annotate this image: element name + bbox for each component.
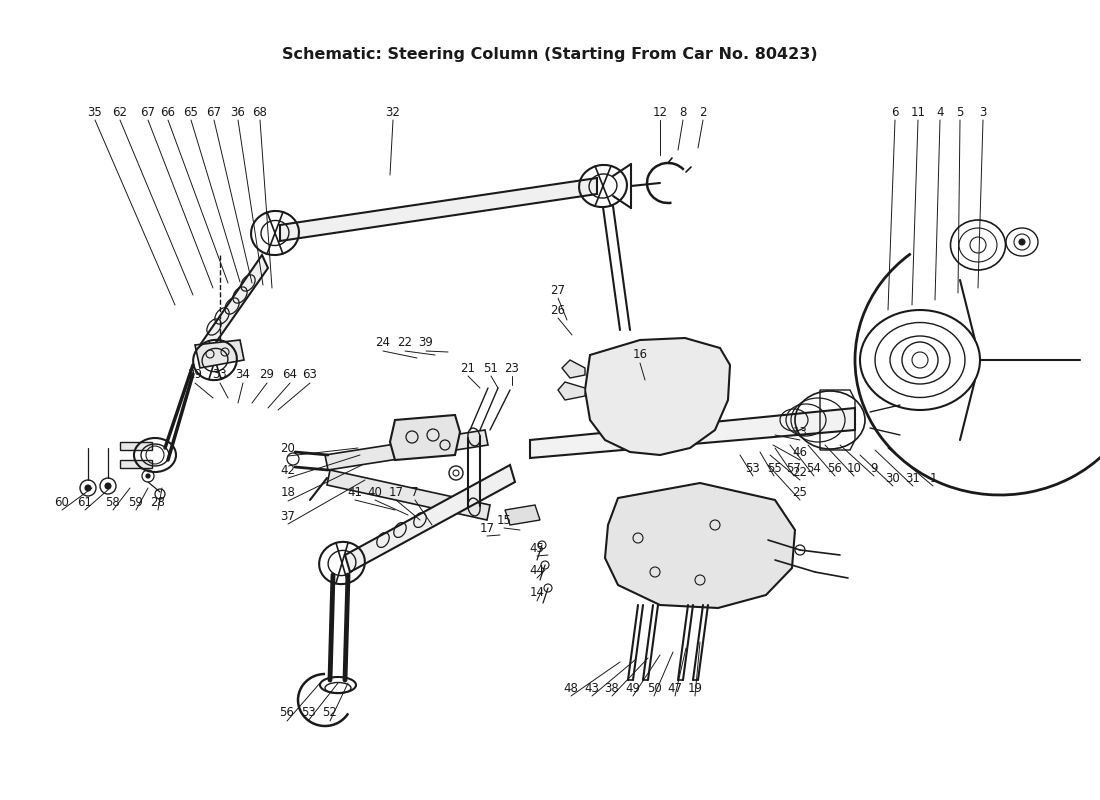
Text: 46: 46 [792, 446, 807, 458]
Polygon shape [120, 442, 152, 450]
Polygon shape [345, 465, 515, 572]
Circle shape [146, 474, 150, 478]
Text: 36: 36 [231, 106, 245, 118]
Text: 38: 38 [605, 682, 619, 694]
Text: 67: 67 [141, 106, 155, 118]
Text: 35: 35 [88, 106, 102, 118]
Circle shape [1019, 239, 1025, 245]
Text: 10: 10 [847, 462, 861, 474]
Text: 1: 1 [930, 471, 937, 485]
Text: 22: 22 [792, 466, 807, 478]
Text: 41: 41 [348, 486, 363, 498]
Text: 66: 66 [161, 106, 176, 118]
Text: 58: 58 [106, 495, 120, 509]
Text: 49: 49 [626, 682, 640, 694]
Text: 39: 39 [419, 337, 433, 350]
Text: 3: 3 [979, 106, 987, 118]
Text: 33: 33 [212, 369, 228, 382]
Text: 34: 34 [235, 369, 251, 382]
Text: 7: 7 [411, 486, 419, 498]
Text: 68: 68 [253, 106, 267, 118]
Text: 30: 30 [886, 471, 901, 485]
Text: 51: 51 [484, 362, 498, 374]
Text: 48: 48 [563, 682, 579, 694]
Text: 11: 11 [911, 106, 925, 118]
Text: 8: 8 [680, 106, 686, 118]
Text: 37: 37 [280, 510, 296, 522]
Polygon shape [562, 360, 585, 378]
Text: 16: 16 [632, 349, 648, 362]
Text: 13: 13 [793, 426, 807, 438]
Text: 54: 54 [806, 462, 822, 474]
Polygon shape [327, 470, 490, 520]
Text: 57: 57 [786, 462, 802, 474]
Text: 64: 64 [283, 369, 297, 382]
Text: 5: 5 [956, 106, 964, 118]
Text: 55: 55 [767, 462, 781, 474]
Text: 6: 6 [891, 106, 899, 118]
Text: 24: 24 [375, 337, 390, 350]
Text: 2: 2 [700, 106, 706, 118]
Polygon shape [390, 415, 460, 460]
Text: 15: 15 [496, 514, 512, 526]
Text: 29: 29 [187, 369, 202, 382]
Text: 47: 47 [668, 682, 682, 694]
Text: 45: 45 [529, 542, 544, 554]
Text: 56: 56 [827, 462, 843, 474]
Text: 52: 52 [322, 706, 338, 719]
Text: 40: 40 [367, 486, 383, 498]
Text: 53: 53 [746, 462, 760, 474]
Text: 32: 32 [386, 106, 400, 118]
Text: 42: 42 [280, 463, 296, 477]
Text: 12: 12 [652, 106, 668, 118]
Polygon shape [280, 178, 597, 241]
Text: 29: 29 [260, 369, 275, 382]
Polygon shape [195, 340, 244, 368]
Text: 28: 28 [151, 495, 165, 509]
Polygon shape [605, 483, 795, 608]
Text: 61: 61 [77, 495, 92, 509]
Text: 23: 23 [505, 362, 519, 374]
Polygon shape [200, 255, 268, 358]
Circle shape [104, 483, 111, 489]
Text: 63: 63 [302, 369, 318, 382]
Text: 43: 43 [584, 682, 600, 694]
Text: Schematic: Steering Column (Starting From Car No. 80423): Schematic: Steering Column (Starting Fro… [283, 47, 817, 62]
Text: 53: 53 [300, 706, 316, 719]
Text: 50: 50 [647, 682, 661, 694]
Text: 59: 59 [129, 495, 143, 509]
Text: 4: 4 [936, 106, 944, 118]
Text: 44: 44 [529, 563, 544, 577]
Polygon shape [324, 430, 488, 470]
Text: 26: 26 [550, 303, 565, 317]
Polygon shape [558, 382, 585, 400]
Text: 65: 65 [184, 106, 198, 118]
Text: 21: 21 [461, 362, 475, 374]
Polygon shape [505, 505, 540, 525]
Text: 31: 31 [905, 471, 921, 485]
Polygon shape [585, 338, 730, 455]
Circle shape [85, 485, 91, 491]
Text: 19: 19 [688, 682, 703, 694]
Text: 25: 25 [793, 486, 807, 498]
Text: 17: 17 [480, 522, 495, 534]
Text: 18: 18 [280, 486, 296, 499]
Text: 14: 14 [529, 586, 544, 599]
Polygon shape [120, 460, 152, 468]
Text: 17: 17 [388, 486, 404, 498]
Text: 27: 27 [550, 283, 565, 297]
Polygon shape [530, 408, 855, 458]
Text: 60: 60 [55, 495, 69, 509]
Text: 67: 67 [207, 106, 221, 118]
Text: 62: 62 [112, 106, 128, 118]
Text: 9: 9 [870, 462, 878, 474]
Text: 22: 22 [397, 337, 412, 350]
Text: 20: 20 [280, 442, 296, 454]
Text: 56: 56 [279, 706, 295, 719]
